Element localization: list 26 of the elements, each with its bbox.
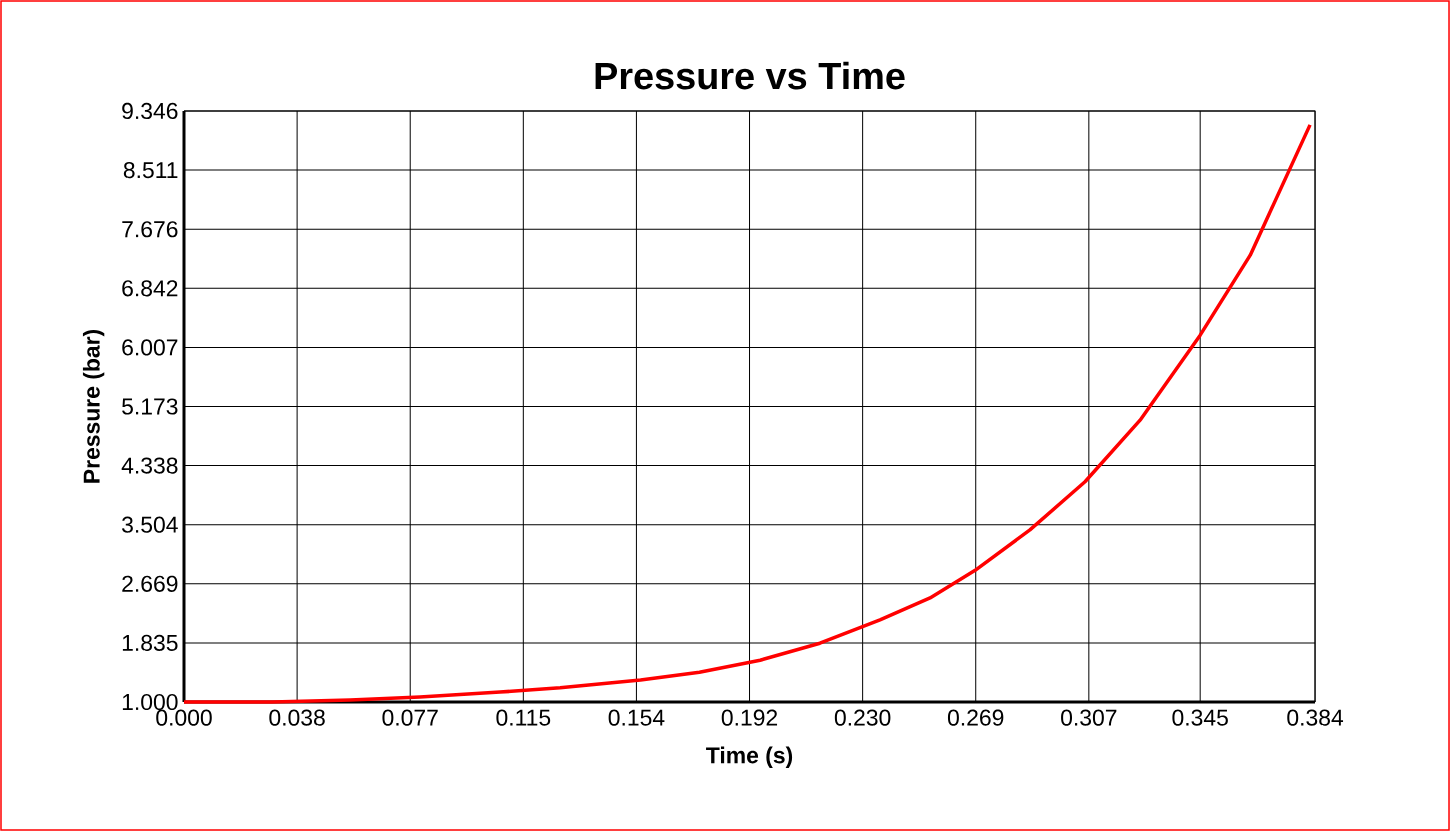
y-tick-label: 6.007 bbox=[122, 339, 178, 356]
y-tick-label: 7.676 bbox=[122, 221, 178, 238]
x-tick-label: 0.307 bbox=[1061, 709, 1117, 726]
x-tick-label: 0.192 bbox=[721, 709, 778, 726]
y-tick-label: 6.842 bbox=[122, 280, 178, 297]
x-tick-label: 0.154 bbox=[608, 709, 665, 726]
y-tick-label: 9.346 bbox=[122, 102, 178, 120]
x-axis-title: Time (s) bbox=[706, 746, 793, 768]
x-tick-label: 0.038 bbox=[269, 709, 325, 726]
x-tick-label: 0.000 bbox=[156, 709, 212, 726]
line-series bbox=[182, 123, 1312, 704]
y-tick-label: 2.669 bbox=[122, 575, 178, 592]
x-tick-label: 0.115 bbox=[496, 709, 551, 726]
y-tick-label: 5.173 bbox=[122, 398, 178, 415]
y-tick-label: 1.000 bbox=[122, 693, 178, 711]
x-tick-label: 0.345 bbox=[1172, 709, 1228, 726]
y-tick-label: 8.511 bbox=[123, 161, 178, 179]
x-tick-label: 0.269 bbox=[947, 709, 1004, 726]
y-tick-label: 4.338 bbox=[121, 457, 178, 474]
y-tick-label: 3.504 bbox=[122, 516, 178, 533]
x-tick-label: 0.077 bbox=[382, 709, 438, 726]
x-tick-label: 0.230 bbox=[834, 709, 891, 726]
x-tick-label: 0.384 bbox=[1287, 709, 1344, 726]
y-tick-label: 1.835 bbox=[122, 634, 178, 651]
chart-title: Pressure vs Time bbox=[595, 61, 905, 90]
y-axis-title: Pressure (bar) bbox=[82, 329, 105, 483]
